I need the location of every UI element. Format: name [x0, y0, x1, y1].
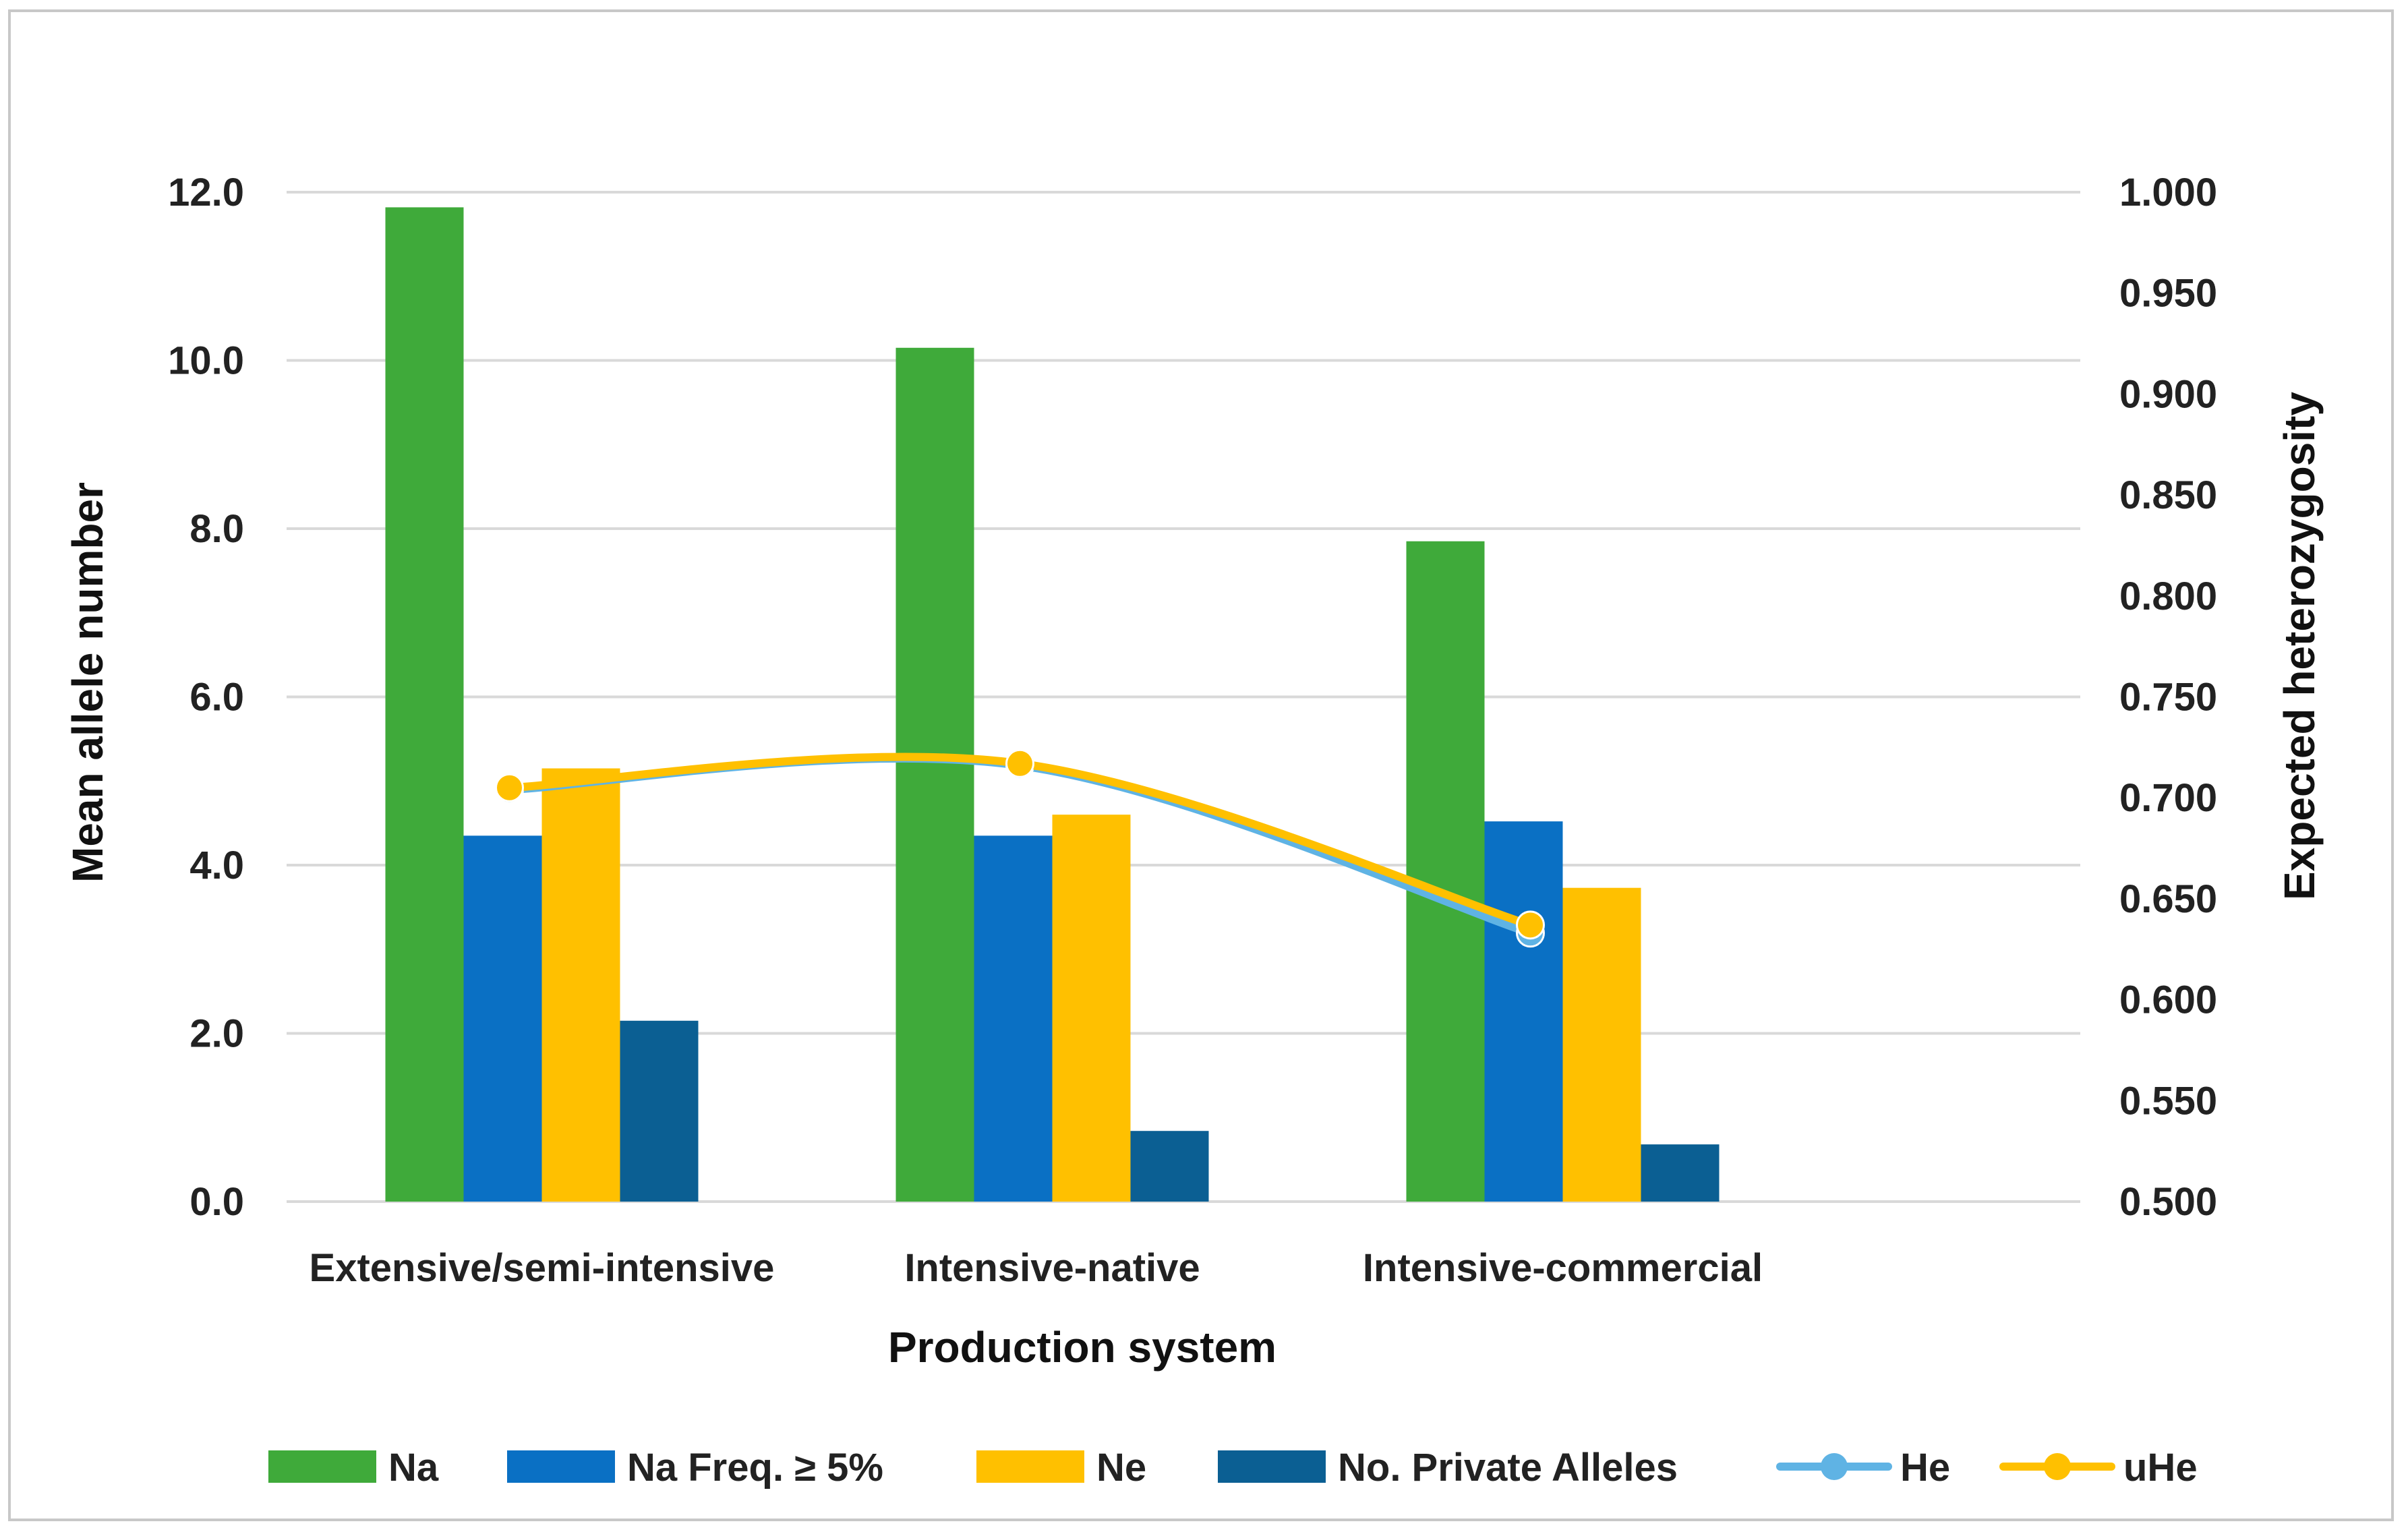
series-lines: [495, 748, 1545, 948]
legend-label-ne: Ne: [1096, 1446, 1146, 1490]
y2-tick-label: 0.900: [2119, 372, 2217, 416]
y2-axis-title: Expected heterozygosity: [2275, 392, 2324, 900]
bar-na-freq-5-2: [974, 835, 1053, 1202]
bar-no-private-alleles-2: [1130, 1131, 1209, 1202]
x-axis-categories: Extensive/semi-intensive Intensive-native…: [310, 1246, 1763, 1290]
point-uhe-1: [495, 773, 524, 802]
bar-na-3: [1406, 541, 1485, 1202]
legend-swatch-na: [268, 1450, 376, 1483]
legend-swatch-na-freq-5: [507, 1450, 615, 1483]
x-axis-title: Production system: [888, 1323, 1276, 1372]
point-uhe-2: [1005, 748, 1034, 778]
y2-tick-label: 0.500: [2119, 1180, 2217, 1224]
y2-tick-label: 0.700: [2119, 776, 2217, 820]
x-category-label: Intensive-native: [904, 1246, 1200, 1290]
y-axis-title: Mean allele number: [63, 482, 112, 883]
y2-tick-label: 0.800: [2119, 574, 2217, 618]
legend-label-na: Na: [388, 1446, 439, 1490]
y-axis-ticks: 0.0 2.0 4.0 6.0 8.0 10.0 12.0: [168, 171, 244, 1224]
bars: [385, 207, 1720, 1202]
x-category-label: Extensive/semi-intensive: [310, 1246, 775, 1290]
y-tick-label: 4.0: [189, 844, 244, 887]
y-tick-label: 2.0: [189, 1012, 244, 1056]
legend-swatch-no-private-alleles: [1218, 1450, 1326, 1483]
bar-na-freq-5-1: [463, 835, 542, 1202]
y2-tick-label: 0.750: [2119, 676, 2217, 719]
bar-ne-2: [1052, 815, 1131, 1202]
bar-na-freq-5-3: [1484, 821, 1563, 1202]
bar-ne-1: [541, 768, 620, 1202]
y-tick-label: 0.0: [189, 1180, 244, 1224]
bar-na-2: [895, 347, 974, 1202]
legend-label-uhe: uHe: [2123, 1446, 2198, 1490]
bar-no-private-alleles-3: [1641, 1144, 1720, 1202]
bar-no-private-alleles-1: [620, 1020, 699, 1202]
y-tick-label: 12.0: [168, 171, 244, 214]
y2-tick-label: 0.600: [2119, 978, 2217, 1022]
y2-tick-label: 1.000: [2119, 171, 2217, 214]
y-tick-label: 8.0: [189, 507, 244, 551]
point-uhe-3: [1516, 910, 1545, 940]
y2-tick-label: 0.950: [2119, 272, 2217, 316]
legend-label-no-private-alleles: No. Private Alleles: [1338, 1446, 1678, 1490]
bar-ne-3: [1562, 887, 1641, 1202]
legend-label-na-freq-5: Na Freq. ≥ 5%: [627, 1446, 883, 1490]
legend-marker-he: [1821, 1453, 1848, 1480]
chart-border: [8, 9, 2394, 1521]
y2-tick-label: 0.550: [2119, 1079, 2217, 1123]
y2-tick-label: 0.650: [2119, 877, 2217, 921]
legend-label-he: He: [1900, 1446, 1950, 1490]
y2-axis-ticks: 0.500 0.550 0.600 0.650 0.700 0.750 0.800 0.850…: [2119, 171, 2217, 1224]
y2-tick-label: 0.850: [2119, 473, 2217, 517]
legend: Na Na Freq. ≥ 5% Ne No. Private Alleles He uH…: [268, 1446, 2198, 1490]
y-tick-label: 10.0: [168, 339, 244, 383]
x-category-label: Intensive-commercial: [1363, 1246, 1763, 1290]
y-tick-label: 6.0: [189, 676, 244, 719]
legend-swatch-ne: [976, 1450, 1084, 1483]
bar-na-1: [385, 207, 464, 1202]
legend-marker-uhe: [2044, 1453, 2071, 1480]
